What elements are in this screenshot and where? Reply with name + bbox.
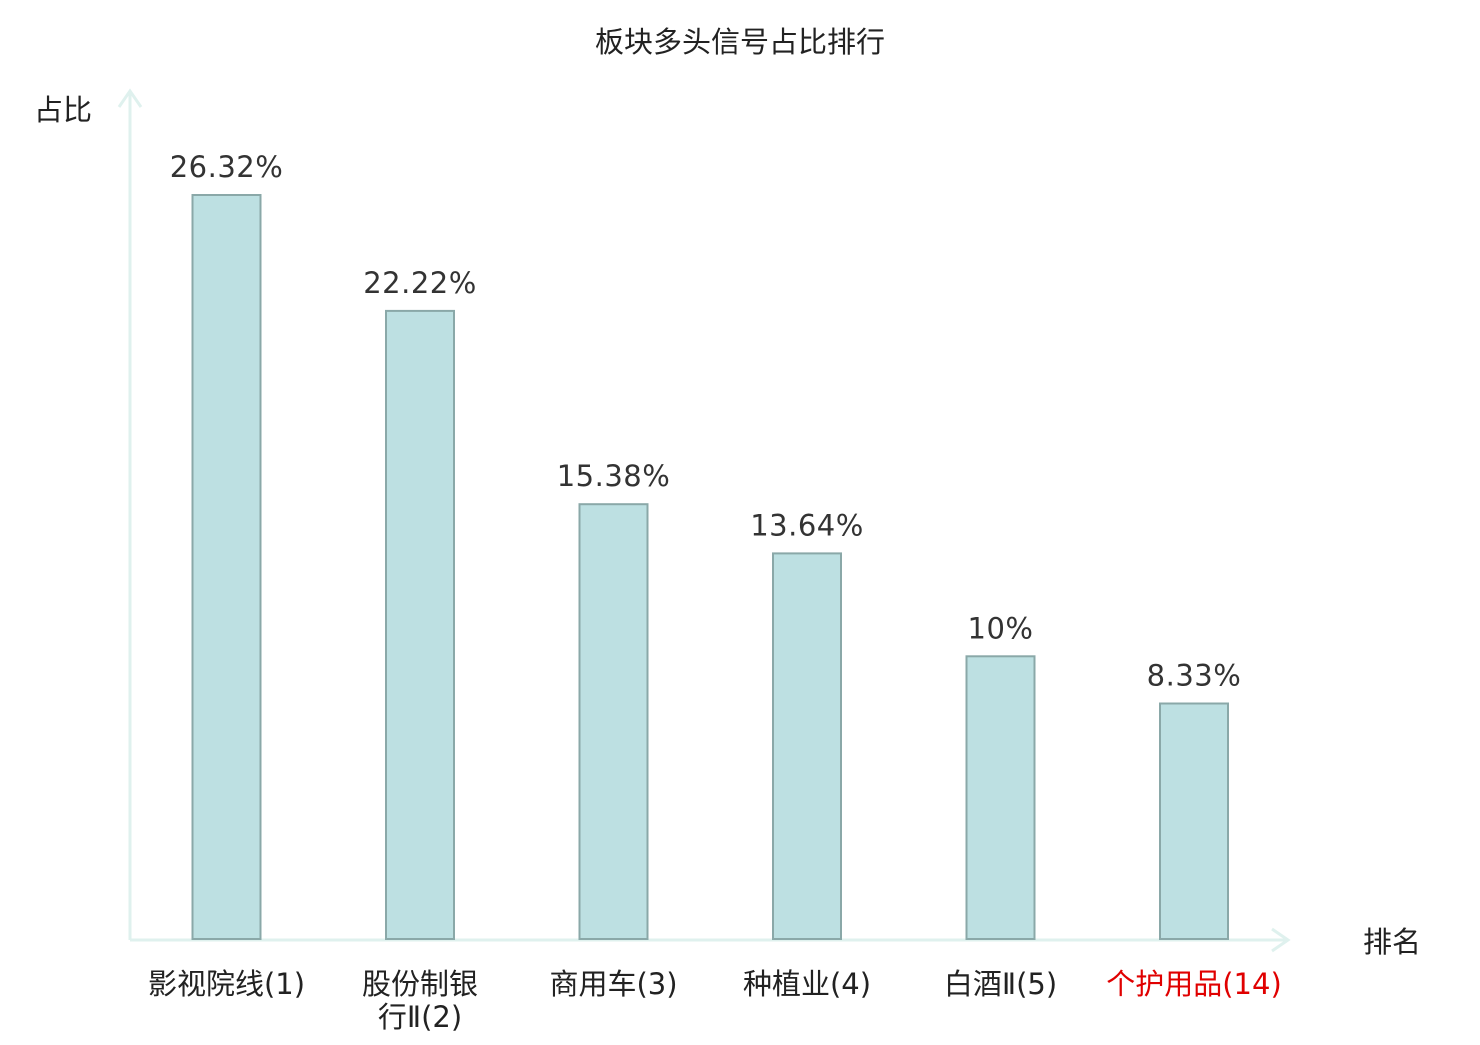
value-label: 8.33% — [1147, 659, 1242, 693]
category-label-line: 商用车(3) — [549, 967, 677, 1001]
x-axis-arrow — [1271, 927, 1291, 953]
y-axis-arrow — [117, 88, 143, 108]
x-axis — [130, 927, 1291, 953]
value-label: 26.32% — [170, 150, 284, 184]
y-axis — [117, 88, 143, 940]
x-axis-label: 排名 — [1363, 925, 1421, 959]
bars-group — [191, 194, 1229, 941]
category-label-line: 行Ⅱ(2) — [378, 1000, 462, 1034]
category-label: 影视院线(1) — [148, 967, 305, 1001]
value-label: 22.22% — [363, 266, 477, 300]
bar — [1159, 702, 1229, 940]
category-label-line: 影视院线(1) — [148, 967, 305, 1001]
category-label: 个护用品(14) — [1106, 967, 1282, 1001]
bar — [965, 655, 1036, 940]
bar — [772, 552, 842, 941]
bar — [191, 194, 262, 940]
category-label-line: 个护用品(14) — [1106, 967, 1282, 1001]
value-label: 13.64% — [750, 508, 864, 542]
y-axis-label: 占比 — [34, 93, 92, 127]
bar — [578, 503, 649, 940]
category-label: 种植业(4) — [743, 967, 871, 1001]
bar — [385, 309, 455, 940]
category-label: 白酒Ⅱ(5) — [944, 967, 1057, 1001]
category-label: 商用车(3) — [549, 967, 677, 1001]
chart-title: 板块多头信号占比排行 — [595, 25, 885, 59]
category-label-line: 白酒Ⅱ(5) — [944, 967, 1057, 1001]
category-label: 股份制银行Ⅱ(2) — [362, 967, 478, 1034]
category-label-line: 种植业(4) — [743, 967, 871, 1001]
value-labels-group: 26.32% 22.22% 15.38% 13.64% 10% 8.33% — [170, 150, 1242, 693]
category-labels-group: 影视院线(1) 股份制银行Ⅱ(2) 商用车(3) 种植业(4) 白酒Ⅱ(5) 个护用品(1… — [148, 967, 1282, 1034]
value-label: 10% — [968, 611, 1034, 645]
value-label: 15.38% — [557, 459, 671, 493]
category-label-line: 股份制银 — [362, 967, 478, 1001]
